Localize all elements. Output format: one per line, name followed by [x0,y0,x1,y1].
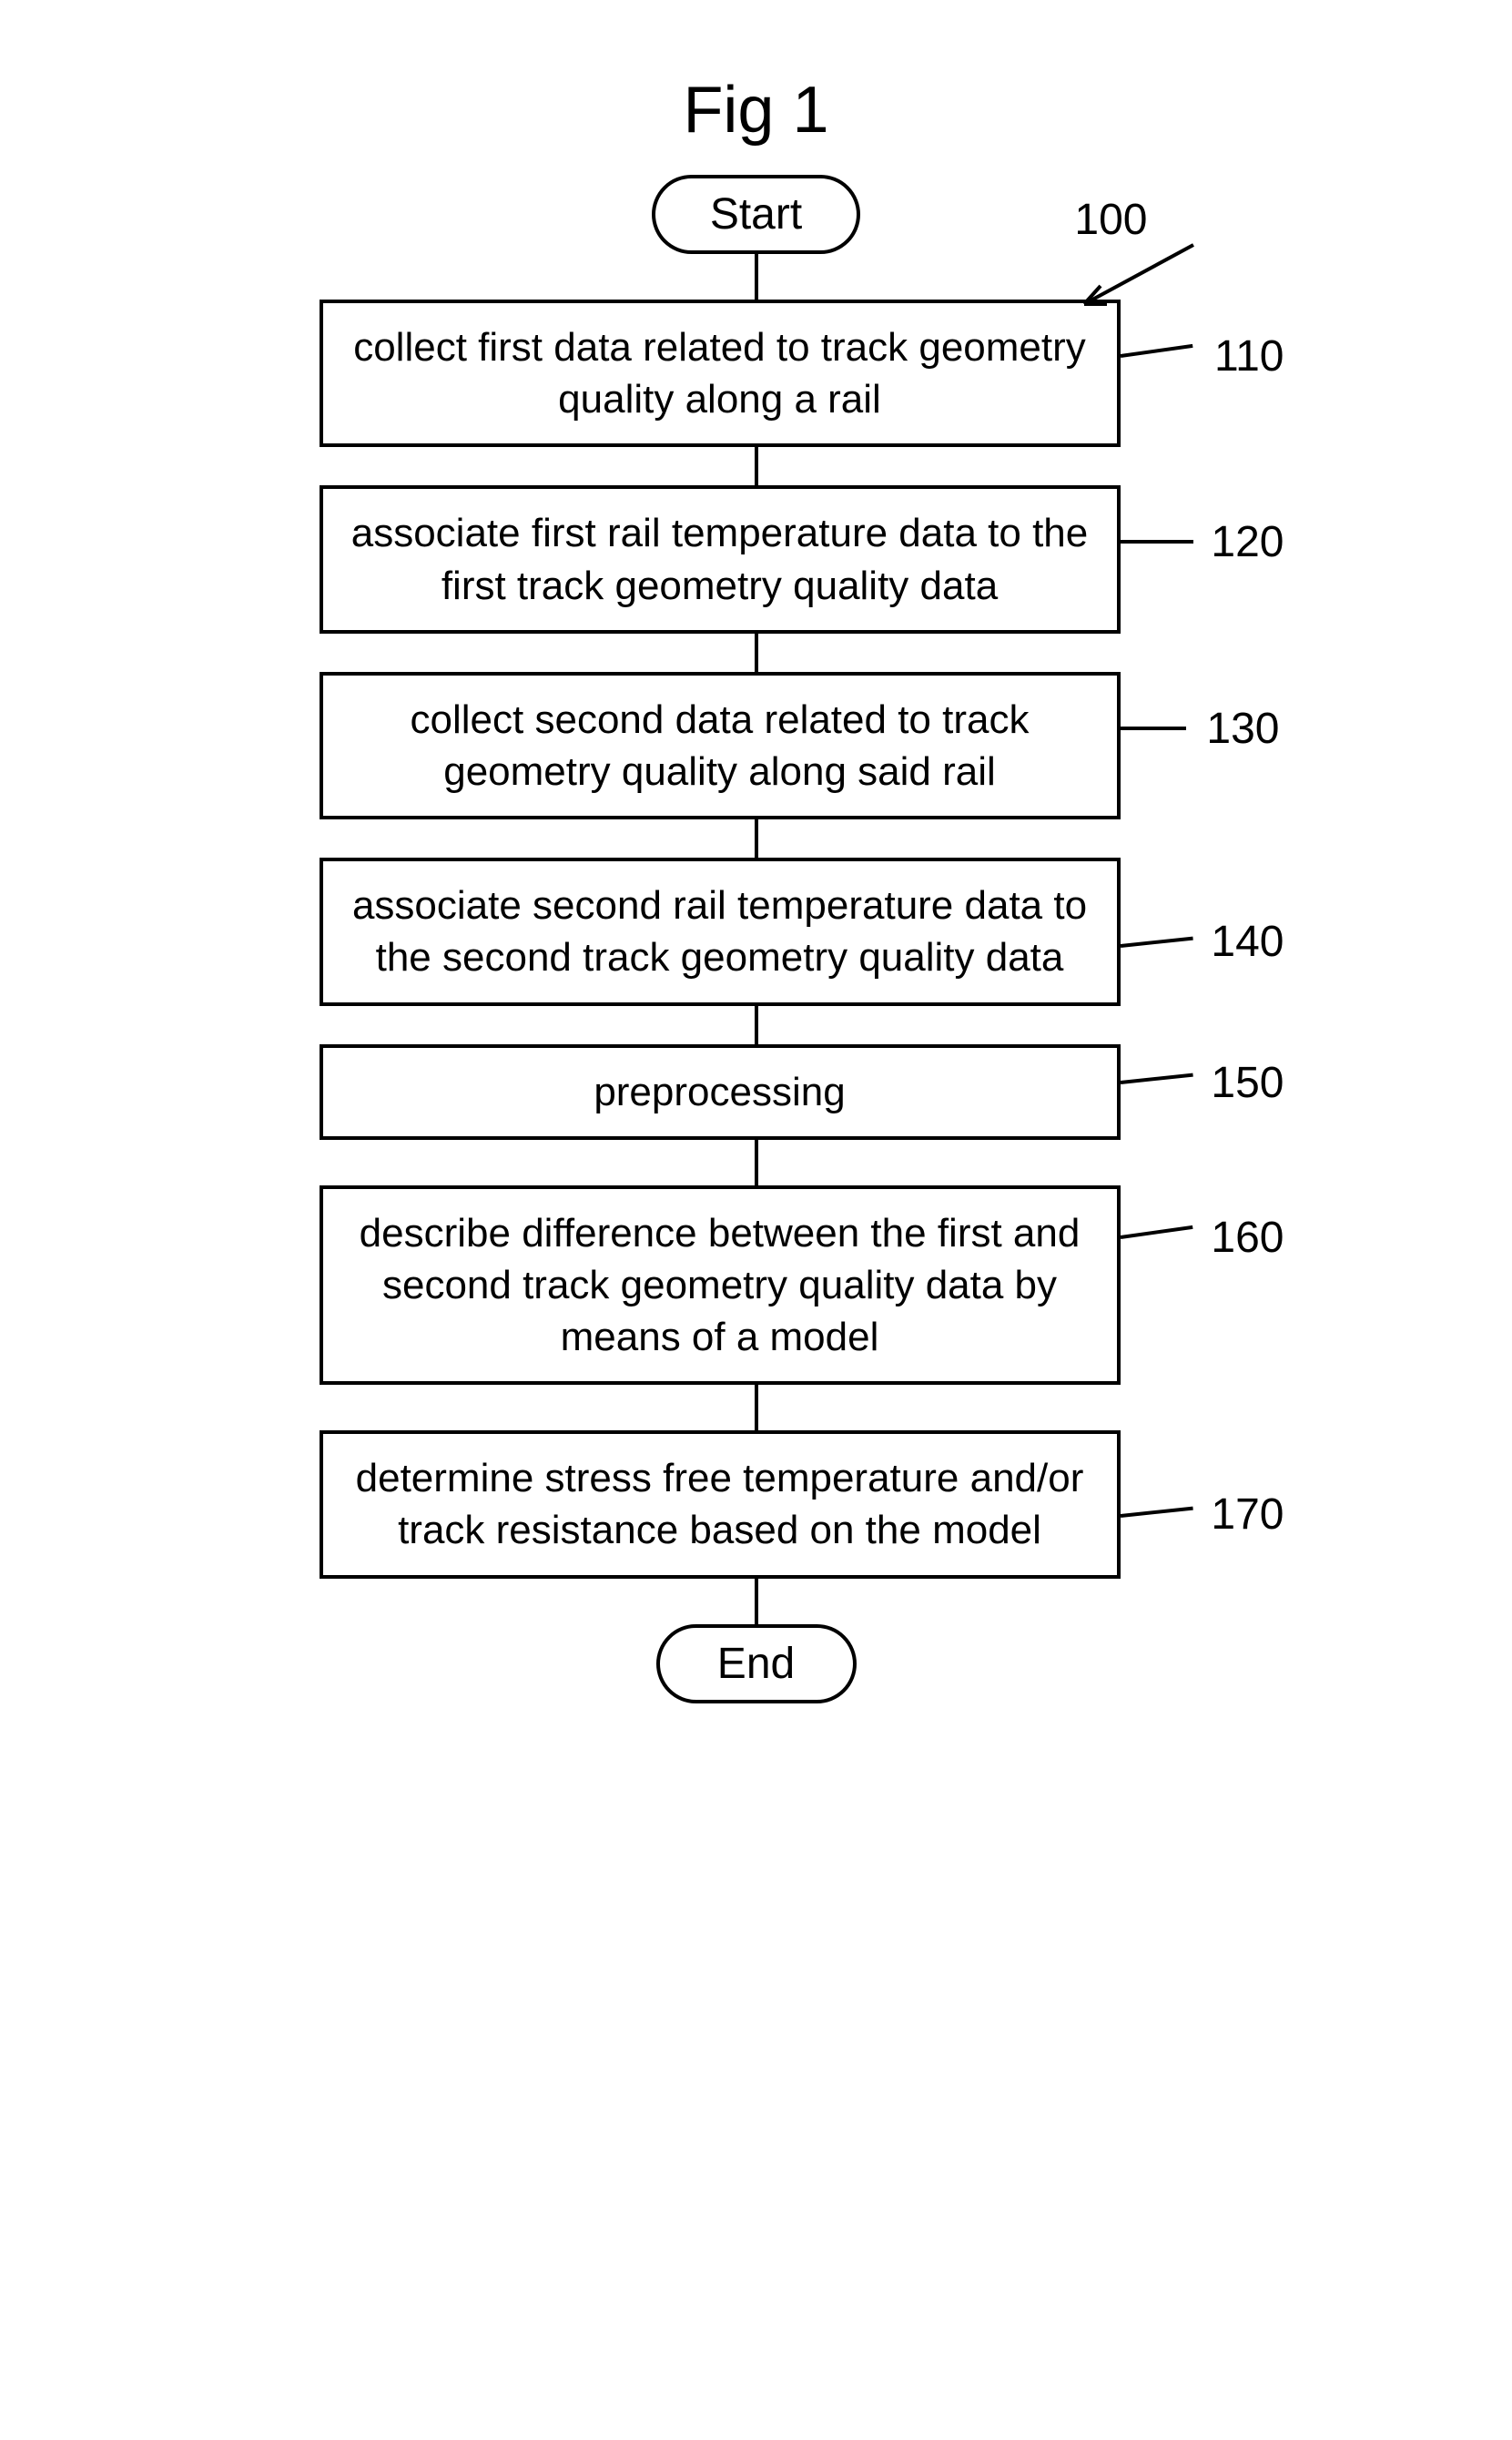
flowchart-container: Fig 1 Start 100 collect first data relat… [210,73,1303,1703]
leader-line [1121,727,1186,730]
step-row-140: associate second rail temperature data t… [210,858,1303,1005]
connector [755,634,758,672]
reference-label-140: 140 [1211,917,1284,967]
process-container: 100 collect first data related to track … [320,300,1121,447]
reference-label-130: 130 [1206,704,1279,754]
step-row-130: collect second data related to track geo… [210,672,1303,819]
leader-line [1120,1225,1192,1239]
end-terminal-wrap: End [210,1624,1303,1703]
process-box-140: associate second rail temperature data t… [320,858,1121,1005]
start-terminal: Start [652,175,860,254]
reference-label-110: 110 [1214,331,1284,381]
process-box-130: collect second data related to track geo… [320,672,1121,819]
step-row-120: associate first rail temperature data to… [210,485,1303,633]
step-row-160: describe difference between the first an… [210,1185,1303,1386]
process-container: determine stress free temperature and/or… [320,1430,1121,1578]
step-row-170: determine stress free temperature and/or… [210,1430,1303,1578]
process-container: collect second data related to track geo… [320,672,1121,819]
reference-label-170: 170 [1211,1489,1284,1540]
reference-arrow-100 [1057,236,1202,322]
process-box-150: preprocessing [320,1044,1121,1140]
process-box-160: describe difference between the first an… [320,1185,1121,1386]
process-container: associate first rail temperature data to… [320,485,1121,633]
leader-line [1120,344,1192,358]
reference-label-100: 100 [1074,195,1147,245]
connector [755,819,758,858]
reference-label-160: 160 [1211,1213,1284,1263]
connector [755,1579,758,1624]
process-container: describe difference between the first an… [320,1185,1121,1386]
end-terminal: End [656,1624,857,1703]
connector [755,1140,758,1185]
process-box-110: collect first data related to track geom… [320,300,1121,447]
leader-line [1121,540,1193,544]
process-box-170: determine stress free temperature and/or… [320,1430,1121,1578]
leader-line [1120,937,1192,948]
reference-label-120: 120 [1211,517,1284,567]
process-container: associate second rail temperature data t… [320,858,1121,1005]
reference-label-150: 150 [1211,1058,1284,1108]
connector [755,447,758,485]
connector [755,1006,758,1044]
leader-line [1120,1507,1192,1518]
process-container: preprocessing 150 [320,1044,1121,1140]
connector [755,254,758,300]
figure-title: Fig 1 [683,73,828,147]
connector [755,1385,758,1430]
leader-line [1120,1073,1192,1083]
step-row-110: 100 collect first data related to track … [210,300,1303,447]
process-box-120: associate first rail temperature data to… [320,485,1121,633]
step-row-150: preprocessing 150 [210,1044,1303,1140]
